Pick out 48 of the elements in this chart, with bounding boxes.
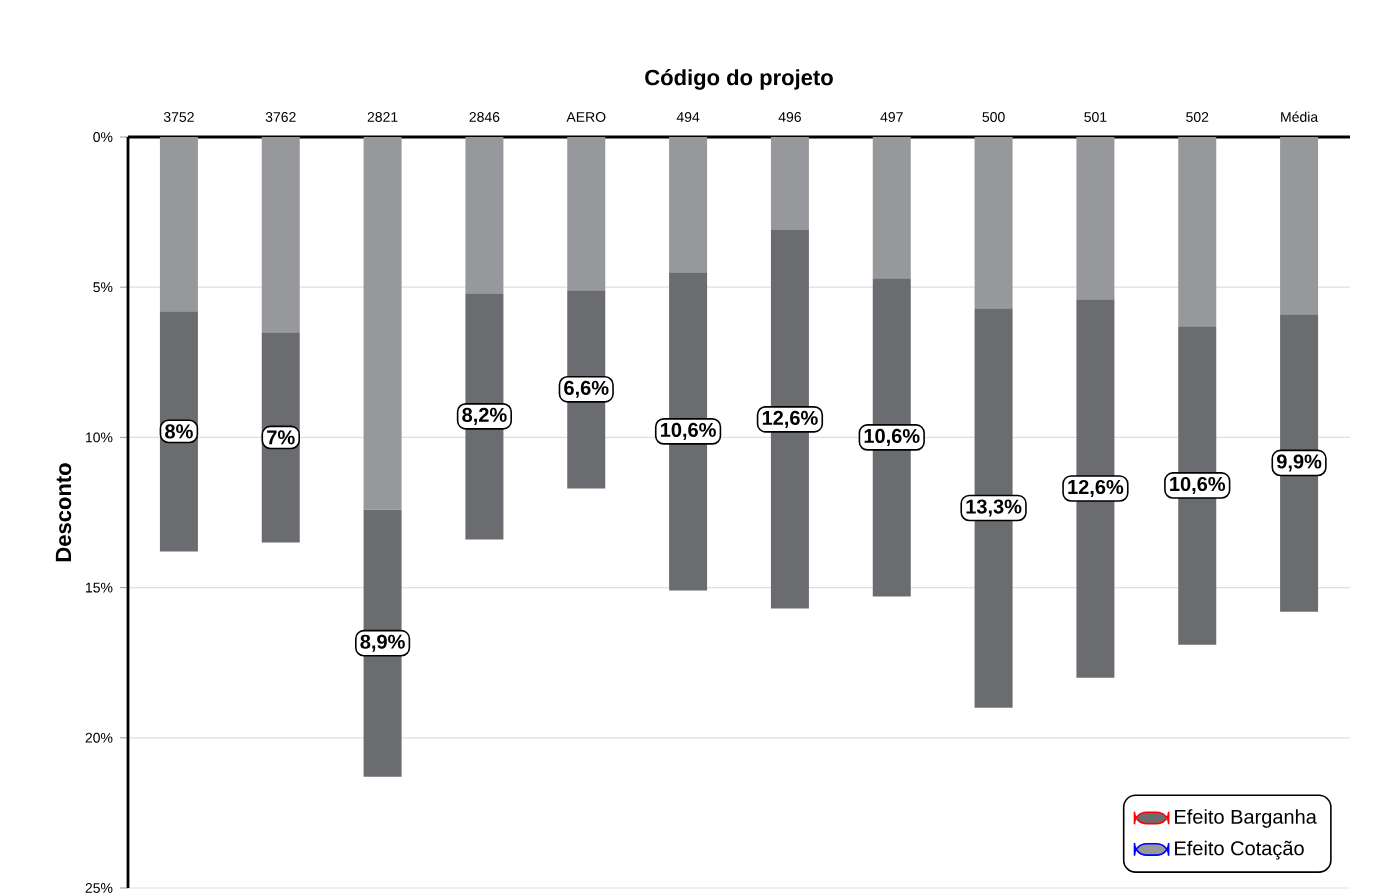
data-label: 12,6%	[1068, 479, 1124, 497]
x-tick-label: Média	[1281, 111, 1319, 122]
y-axis-title: Desconto	[55, 463, 72, 562]
y-tick-label: 25%	[85, 883, 113, 893]
data-label: 8%	[165, 424, 193, 439]
bar	[770, 137, 809, 231]
data-label: 10,6%	[864, 428, 920, 446]
data-label: 8,9%	[360, 634, 405, 652]
legend-label: Efeito Barganha	[1175, 809, 1317, 828]
bar	[1076, 137, 1115, 300]
x-tick-label: 3752	[163, 112, 194, 122]
bar	[1280, 137, 1319, 315]
y-tick-label: 0%	[93, 132, 113, 142]
x-tick-label: 2821	[367, 112, 398, 122]
bar	[567, 137, 606, 291]
bar	[261, 332, 300, 543]
x-tick-label: 501	[1084, 112, 1107, 122]
bar	[669, 137, 708, 273]
y-tick-label: 15%	[85, 582, 113, 593]
bar	[872, 137, 911, 279]
data-label: 7%	[267, 430, 295, 445]
data-label: 13,3%	[966, 499, 1022, 517]
bar	[465, 137, 504, 294]
bar	[159, 137, 198, 312]
data-label: 6,6%	[564, 380, 609, 398]
x-tick-label: 3762	[265, 112, 296, 122]
x-tick-label: 497	[880, 112, 903, 122]
data-label: 9,9%	[1276, 454, 1322, 472]
data-label: 10,6%	[1170, 476, 1226, 494]
bar	[261, 137, 300, 333]
data-label: 12,6%	[762, 410, 818, 428]
bar	[363, 137, 402, 510]
x-axis-title: Código do projeto	[645, 68, 833, 90]
bar	[1178, 137, 1217, 327]
bar	[974, 137, 1013, 309]
y-tick-label: 10%	[85, 432, 113, 443]
x-tick-label: AERO	[566, 112, 606, 122]
x-tick-label: 494	[676, 112, 700, 122]
y-tick-label: 5%	[93, 282, 113, 293]
x-tick-label: 502	[1186, 112, 1209, 122]
data-label: 8,2%	[462, 407, 507, 425]
x-tick-label: 2846	[469, 112, 500, 122]
bar	[159, 311, 198, 552]
x-tick-label: 496	[778, 112, 801, 122]
data-label: 10,6%	[660, 422, 716, 440]
y-tick-label: 20%	[85, 732, 113, 743]
x-tick-label: 500	[982, 112, 1005, 122]
legend-label: Efeito Cotação	[1175, 840, 1304, 860]
